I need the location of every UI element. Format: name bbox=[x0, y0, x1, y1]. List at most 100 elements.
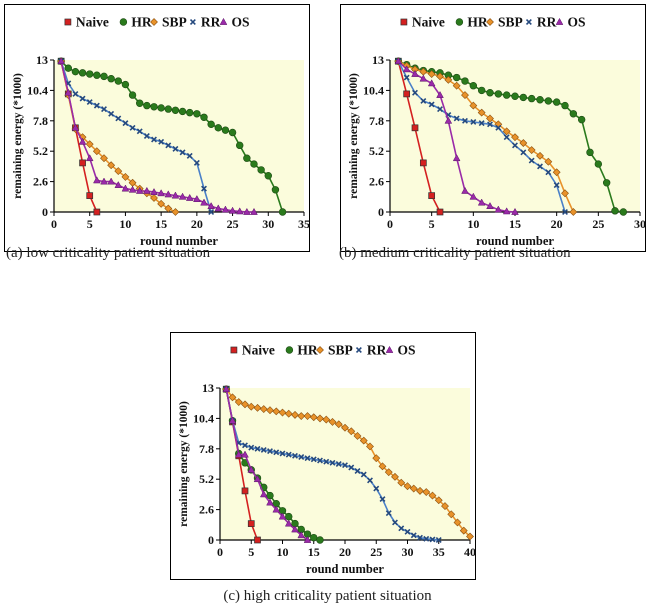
data-point-rr bbox=[410, 532, 417, 539]
y-tick-label: 10.4 bbox=[27, 83, 48, 97]
data-point-sbp bbox=[259, 405, 268, 413]
legend-marker-naive bbox=[400, 18, 408, 26]
data-point-os bbox=[461, 186, 469, 194]
legend-marker-os bbox=[555, 17, 564, 25]
data-point-hr bbox=[477, 86, 486, 95]
data-point-hr bbox=[193, 110, 201, 118]
data-point-os bbox=[477, 198, 486, 206]
data-point-hr bbox=[494, 90, 503, 98]
chart-panel-b: Naive HR SBP RR OS 0 2.6 5.2 7.8 10.4 13 0 5 10 15 20 25… bbox=[340, 4, 646, 252]
x-tick-label: 20 bbox=[551, 217, 563, 231]
series-hr bbox=[57, 57, 287, 216]
data-point-sbp bbox=[107, 161, 116, 170]
data-point-hr bbox=[469, 82, 478, 90]
data-point-hr bbox=[519, 93, 528, 102]
data-point-rr bbox=[528, 157, 535, 164]
data-point-sbp bbox=[466, 532, 474, 541]
data-point-rr bbox=[354, 468, 361, 474]
legend-label-sbp: SBP bbox=[162, 15, 187, 30]
y-tick-label: 10.4 bbox=[363, 83, 384, 97]
data-point-sbp bbox=[427, 70, 436, 78]
data-point-sbp bbox=[434, 496, 443, 505]
data-point-hr bbox=[150, 103, 158, 111]
data-point-os bbox=[93, 176, 101, 184]
data-point-sbp bbox=[544, 157, 553, 166]
data-point-sbp bbox=[459, 526, 468, 535]
legend: Naive HR SBP RR OS bbox=[230, 343, 416, 358]
data-point-hr bbox=[93, 71, 101, 79]
data-point-hr bbox=[171, 106, 180, 114]
data-point-rr bbox=[437, 106, 443, 113]
data-point-sbp bbox=[391, 472, 399, 481]
data-point-rr bbox=[520, 149, 527, 156]
data-point-hr bbox=[186, 108, 194, 117]
data-point-hr bbox=[502, 91, 511, 99]
data-point-hr bbox=[586, 148, 594, 157]
data-point-hr bbox=[594, 160, 603, 168]
data-point-sbp bbox=[322, 415, 331, 424]
data-point-hr bbox=[250, 160, 258, 168]
data-point-rr bbox=[292, 452, 298, 459]
data-point-os bbox=[171, 191, 180, 199]
data-point-sbp bbox=[266, 406, 274, 415]
legend-marker-hr bbox=[455, 18, 464, 26]
data-point-sbp bbox=[452, 81, 461, 90]
legend-marker-os bbox=[385, 345, 394, 353]
data-point-naive bbox=[247, 520, 255, 527]
x-tick-label: 10 bbox=[467, 217, 479, 231]
data-point-sbp bbox=[164, 204, 173, 213]
x-axis-label: round number bbox=[140, 234, 218, 248]
data-point-hr bbox=[544, 97, 553, 105]
data-point-sbp bbox=[436, 72, 444, 81]
data-point-sbp bbox=[272, 407, 281, 416]
x-tick-label: 25 bbox=[370, 545, 382, 559]
data-point-hr bbox=[452, 73, 461, 82]
data-point-rr bbox=[562, 209, 568, 215]
data-point-sbp bbox=[409, 484, 418, 493]
data-point-os bbox=[234, 450, 243, 458]
legend-marker-sbp bbox=[316, 346, 324, 354]
series-os bbox=[394, 57, 519, 215]
data-point-os bbox=[107, 177, 115, 185]
data-point-os bbox=[143, 186, 151, 194]
x-tick-label: 0 bbox=[387, 217, 393, 231]
data-point-sbp bbox=[291, 410, 299, 419]
data-point-hr bbox=[78, 69, 87, 77]
data-point-rr bbox=[172, 145, 179, 152]
data-point-rr bbox=[420, 97, 427, 104]
data-point-rr bbox=[193, 159, 200, 166]
x-tick-label: 0 bbox=[51, 217, 57, 231]
x-tick-label: 25 bbox=[227, 217, 239, 231]
data-point-hr bbox=[228, 128, 237, 137]
data-point-hr bbox=[278, 208, 287, 216]
data-point-sbp bbox=[278, 408, 287, 417]
data-point-sbp bbox=[334, 420, 343, 429]
data-point-rr bbox=[304, 455, 311, 462]
data-point-sbp bbox=[353, 432, 362, 440]
data-point-sbp bbox=[569, 208, 578, 216]
data-point-hr bbox=[128, 91, 137, 99]
data-point-os bbox=[494, 205, 503, 213]
legend-label-naive: Naive bbox=[76, 15, 109, 30]
data-point-hr bbox=[611, 207, 619, 215]
data-point-rr bbox=[93, 102, 100, 109]
series-line-rr bbox=[60, 60, 212, 213]
data-point-sbp bbox=[366, 442, 374, 451]
data-point-os bbox=[185, 193, 194, 201]
data-point-rr bbox=[403, 74, 410, 81]
data-point-hr bbox=[619, 208, 628, 216]
data-point-hr bbox=[310, 533, 318, 542]
data-point-hr bbox=[561, 101, 569, 110]
y-tick-label: 7.8 bbox=[33, 114, 48, 128]
data-point-rr bbox=[398, 525, 405, 532]
data-point-naive bbox=[411, 124, 419, 132]
data-point-rr bbox=[86, 99, 93, 106]
data-point-os bbox=[291, 525, 299, 533]
y-tick-label: 5.2 bbox=[199, 472, 214, 486]
data-point-os bbox=[78, 137, 87, 145]
data-point-rr bbox=[435, 537, 442, 543]
data-point-os bbox=[411, 69, 419, 77]
data-point-os bbox=[452, 154, 461, 162]
data-point-rr bbox=[242, 442, 248, 449]
data-point-sbp bbox=[422, 488, 431, 496]
